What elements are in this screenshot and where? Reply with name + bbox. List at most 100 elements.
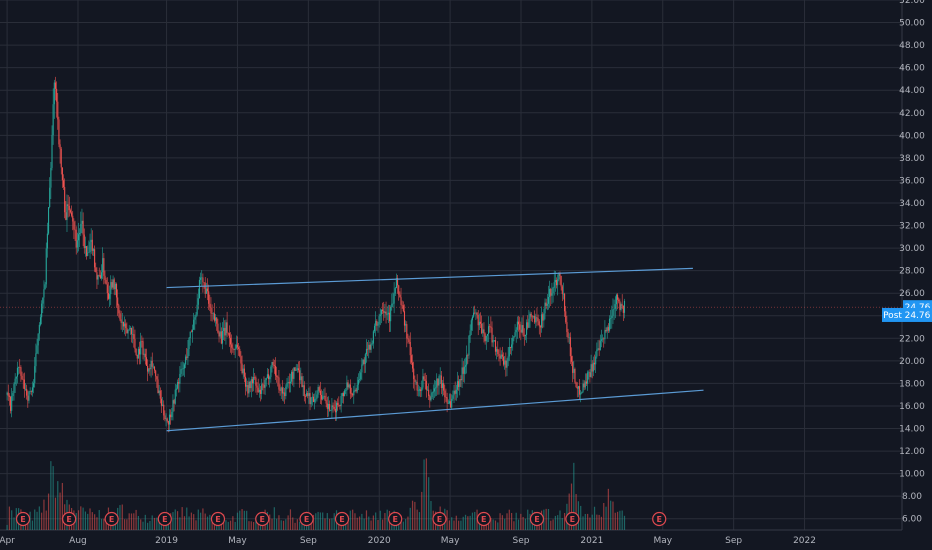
candle-body [36,345,38,354]
earnings-marker[interactable] [299,511,314,527]
candle-body [445,397,447,398]
candle-body [53,82,55,105]
volume-bar [105,518,107,530]
candle-body [61,167,63,181]
candle-body [327,404,330,409]
earnings-marker[interactable] [529,511,545,527]
candle-body [284,392,286,397]
candle-body [103,258,105,276]
volume-bar [370,520,372,530]
candle-body [152,366,154,368]
volume-bar [451,517,453,530]
earnings-marker[interactable] [334,511,350,527]
time-axis[interactable]: Apr Aug 2019 May Sep 2020 May Sep 2021 May Sep 2022 [0,536,816,546]
candle-body [436,378,438,388]
candle-body [500,354,502,359]
volume-bar [232,516,234,530]
trendline-upper[interactable] [166,267,693,289]
candle-body [155,370,157,377]
volume-bar [324,518,326,530]
candle-body [598,348,600,351]
candle-body [527,322,529,328]
volume-bar [529,513,531,530]
earnings-marker[interactable] [104,511,119,527]
candle-body [546,303,548,306]
earnings-marker[interactable] [157,511,172,527]
volume-bar [126,519,128,530]
y-tick-label: 44.00 [899,86,925,96]
earnings-marker[interactable] [432,511,447,527]
volume-bar [377,519,379,530]
trendlines[interactable] [166,267,704,432]
volume-bar [243,510,245,530]
volume-bar [409,507,411,530]
x-tick-label: Apr [0,536,15,546]
candle-body [98,275,100,276]
earnings-marker[interactable] [15,511,31,527]
candle-body [553,282,555,288]
candle-body [354,389,356,391]
volume-bar [545,508,547,530]
candle-body [539,326,541,328]
candle-body [268,374,270,380]
volume-bar [103,518,105,530]
earnings-marker[interactable] [565,511,580,527]
earnings-marker[interactable] [388,511,403,527]
volume-bar [365,510,368,530]
earnings-marker-label: E [534,515,539,524]
volume-bar [292,517,294,530]
candle-body [210,307,212,314]
earnings-marker[interactable] [476,511,491,527]
candle-body [60,148,62,168]
candle-body [179,373,181,384]
earnings-marker[interactable] [210,511,226,527]
y-tick-label: 14.00 [899,425,925,435]
candle-body [137,348,139,359]
volume-bar [416,509,418,530]
candle-body [224,327,226,336]
volume-bar [402,521,404,530]
candle-body [392,303,394,305]
candle-body [561,286,563,294]
candle-body [258,389,260,393]
earnings-marker[interactable] [652,511,667,527]
trendline-lower[interactable] [166,389,704,432]
candle-body [603,338,605,340]
candle-body [270,366,272,377]
volume-bar [610,500,612,530]
candle-body [102,258,104,273]
candle-body [582,383,584,392]
candle-body [530,313,532,317]
volume-bar [547,508,550,530]
y-tick-label: 52.00 [899,0,925,6]
earnings-marker[interactable] [62,511,77,527]
volume-bar [186,507,188,530]
volume-bar [619,510,621,530]
volume-bar [524,518,527,530]
volume-bar [276,518,278,530]
candle-body [494,340,497,352]
candle-body [304,396,306,397]
candle-body [140,341,142,355]
price-axis[interactable]: 6.00 8.00 10.00 12.00 14.00 16.00 18.00 20.00 22… [899,0,925,525]
candle-body [37,333,39,346]
volume-bar [591,514,593,530]
candle-body [219,331,221,337]
candle-body [296,368,298,370]
earnings-marker[interactable] [255,511,270,527]
candle-body [249,381,251,389]
candle-body [333,406,335,409]
volume-bar [405,519,407,530]
candle-body [595,356,597,365]
candle-body [347,382,349,388]
candle-body [257,387,259,393]
volume-bar [363,518,365,530]
candle-body [204,282,206,294]
volume-bar [165,522,167,530]
candle-body [324,395,326,401]
post-price-badge [903,307,932,322]
candle-body [520,329,522,333]
candle-body [287,381,289,383]
